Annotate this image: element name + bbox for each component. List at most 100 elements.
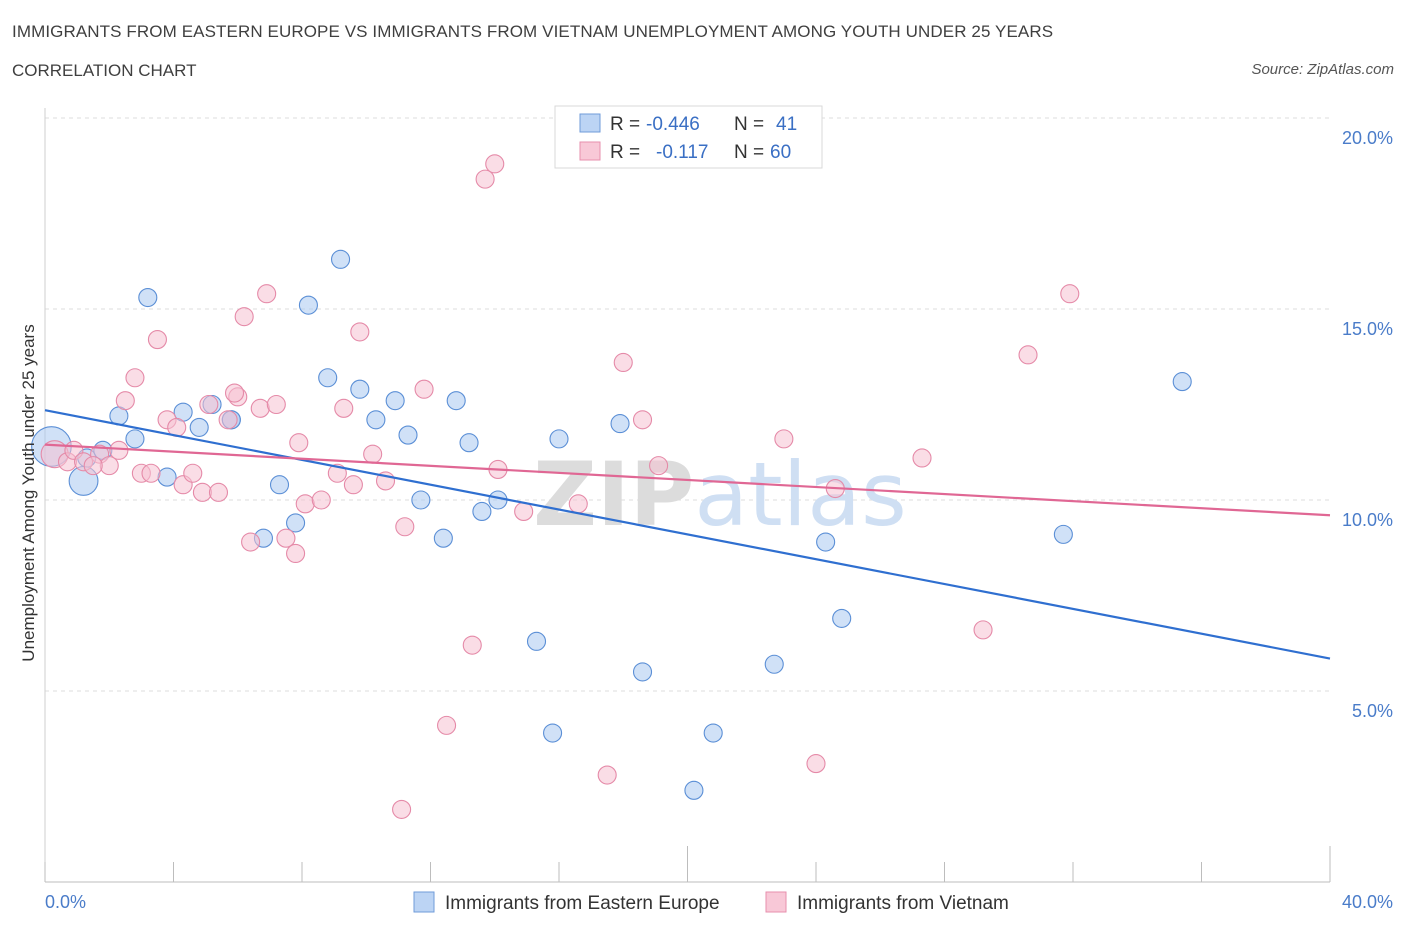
legend-swatch-eastern-europe	[579, 113, 601, 133]
source-label: Source: ZipAtlas.com	[1251, 61, 1394, 78]
point-s1-56	[1018, 345, 1038, 365]
y-tick-label-3: 20.0%	[1342, 128, 1393, 148]
point-s1-8	[125, 368, 145, 388]
point-s1-58	[224, 383, 245, 403]
point-s1-39	[437, 715, 457, 735]
axes	[44, 108, 1331, 883]
legend-r-label-1: R =	[610, 114, 640, 135]
point-s1-38	[414, 379, 434, 399]
point-s1-26	[276, 528, 296, 548]
point-s1-25	[266, 394, 286, 415]
point-s1-6	[109, 440, 129, 460]
point-s0-33	[684, 780, 704, 800]
y-axis-label: Unemployment Among Youth under 25 years	[19, 324, 38, 661]
watermark-atlas: atlas	[694, 443, 907, 546]
point-s1-47	[597, 765, 617, 785]
point-s1-37	[395, 517, 415, 537]
point-s1-53	[806, 754, 826, 774]
point-s0-7	[157, 467, 177, 487]
point-s1-10	[141, 463, 161, 483]
point-s1-19	[218, 410, 238, 430]
point-s0-15	[286, 513, 306, 533]
point-s0-14	[298, 295, 318, 315]
point-s1-49	[632, 410, 653, 430]
point-s0-20	[385, 391, 405, 411]
point-s1-48	[613, 352, 633, 373]
point-s0-17	[330, 249, 351, 269]
point-s0-29	[543, 723, 563, 743]
point-s1-18	[208, 482, 229, 502]
point-s1-35	[363, 444, 383, 464]
point-s1-17	[199, 394, 219, 415]
watermark-text: ZIPatlas	[533, 443, 907, 546]
trend-lines	[44, 409, 1331, 660]
point-s1-11	[147, 330, 167, 350]
point-s0-16	[318, 368, 338, 388]
point-s1-31	[327, 463, 347, 483]
point-s1-7	[115, 391, 135, 411]
correlation-legend: R = -0.446 N = 41 R = -0.117 N = 60	[554, 105, 823, 169]
legend-n-value-1: 41	[776, 114, 797, 135]
point-s1-34	[350, 322, 370, 342]
point-s0-39	[1172, 372, 1192, 392]
point-s0-5	[125, 429, 145, 449]
point-s1-43	[485, 154, 505, 174]
point-s1-5	[99, 456, 119, 476]
point-s1-30	[311, 490, 331, 510]
point-s0-24	[446, 391, 466, 411]
y-tick-labels: 5.0% 10.0% 15.0% 20.0%	[1342, 128, 1393, 721]
point-s1-54	[912, 448, 932, 468]
point-s0-26	[472, 501, 492, 522]
legend-swatch-vietnam	[579, 141, 601, 161]
point-s0-31	[610, 414, 630, 434]
point-s0-28	[526, 631, 547, 651]
point-s1-59	[83, 456, 103, 476]
point-s1-15	[183, 463, 203, 483]
point-s0-37	[832, 608, 852, 628]
point-s0-19	[366, 410, 386, 430]
series-legend-label-vietnam: Immigrants from Vietnam	[797, 893, 1009, 914]
point-s1-50	[649, 456, 669, 476]
x-tick-label-0: 0.0%	[45, 892, 86, 912]
point-s1-55	[973, 620, 993, 640]
x-tick-labels: 0.0% 40.0%	[45, 892, 1393, 912]
point-s0-21	[398, 425, 418, 445]
point-s0-34	[703, 723, 723, 743]
series-legend-label-eastern-europe: Immigrants from Eastern Europe	[445, 893, 720, 914]
watermark-zip: ZIP	[533, 443, 694, 546]
series-legend: Immigrants from Eastern Europe Immigrant…	[413, 891, 1009, 914]
legend-r-label-2: R =	[610, 142, 640, 163]
point-s1-42	[475, 169, 495, 189]
trend-line-s0	[44, 409, 1331, 660]
legend-r-value-1: -0.446	[646, 114, 700, 135]
legend-n-label-1: N =	[734, 114, 764, 135]
point-s1-57	[1060, 284, 1080, 304]
point-s0-38	[1053, 524, 1073, 544]
y-tick-label-1: 10.0%	[1342, 510, 1393, 530]
point-s1-46	[568, 494, 588, 514]
point-s1-41	[462, 635, 482, 655]
point-s1-22	[241, 532, 261, 552]
point-s0-30	[549, 429, 569, 449]
point-s1-29	[295, 494, 315, 514]
point-s1-24	[257, 284, 277, 304]
point-s0-9	[189, 417, 209, 437]
y-tick-label-0: 5.0%	[1352, 701, 1393, 721]
legend-n-value-2: 60	[770, 142, 791, 163]
point-s1-27	[286, 543, 306, 564]
point-s1-32	[334, 398, 354, 418]
point-s0-35	[764, 654, 784, 674]
point-s0-22	[411, 490, 431, 510]
series-legend-swatch-eastern-europe	[413, 891, 435, 913]
point-s0-6	[138, 287, 158, 308]
point-s1-21	[234, 307, 254, 327]
legend-r-value-2: -0.117	[656, 142, 708, 163]
point-s1-23	[250, 398, 270, 418]
legend-n-label-2: N =	[734, 142, 764, 163]
point-s0-18	[350, 379, 370, 399]
point-s0-25	[459, 433, 479, 453]
point-s1-16	[192, 482, 212, 502]
series-legend-swatch-vietnam	[765, 891, 787, 913]
point-s0-36	[816, 532, 836, 552]
